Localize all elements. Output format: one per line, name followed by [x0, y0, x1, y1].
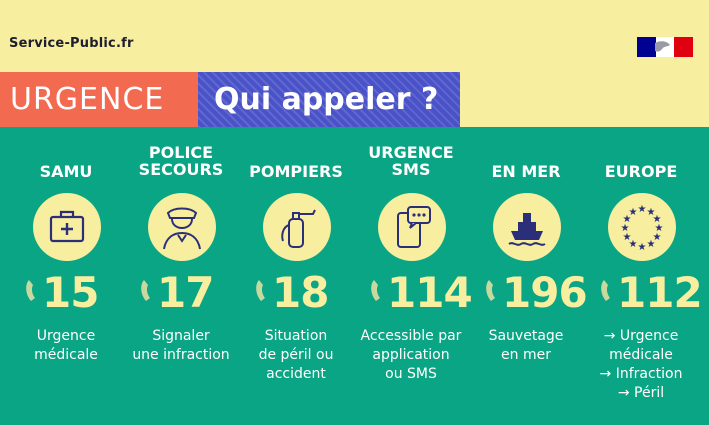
service-title: POLICE SECOURS: [138, 143, 224, 179]
question-banner: Qui appeler ?: [198, 72, 460, 127]
service-description: Signaler une infraction: [132, 328, 230, 363]
header-area: Service-Public.fr URGENCE Qui appeler ?: [0, 0, 709, 127]
urgence-banner: URGENCE: [0, 72, 198, 127]
service-number: 18: [272, 268, 329, 317]
service-number: 17: [157, 268, 214, 317]
urgence-label: URGENCE: [10, 82, 165, 117]
service-number: 196: [502, 268, 588, 317]
service-sms: URGENCE SMS 114 Accessible par applicati…: [354, 127, 473, 425]
phone-icon: [256, 280, 265, 301]
sms-circle: [378, 193, 446, 261]
police-officer-icon: [163, 207, 201, 250]
service-mer: EN MER 196 Sauvetage en mer: [469, 127, 588, 425]
svg-text:★: ★: [647, 207, 656, 218]
service-number: 15: [42, 268, 99, 317]
service-description: Urgence médicale: [34, 328, 98, 363]
service-description: Situation de péril ou accident: [258, 328, 334, 382]
marianne-logo-icon: [637, 37, 693, 57]
phone-icon: [26, 280, 35, 301]
brand-name[interactable]: Service-Public.fr: [9, 36, 134, 51]
svg-text:★: ★: [653, 232, 662, 243]
service-samu: SAMU 15 Urgence médicale: [9, 127, 123, 425]
medical-kit-icon: [49, 210, 85, 243]
svg-text:★: ★: [638, 242, 647, 253]
phone-icon: [141, 280, 150, 301]
service-description: → Urgence médicale → Infraction → Péril: [599, 328, 683, 401]
service-number: 114: [387, 268, 473, 317]
phone-icon: [601, 280, 610, 301]
service-description: Accessible par application ou SMS: [360, 328, 462, 382]
svg-text:★: ★: [647, 239, 656, 250]
service-number: 112: [617, 268, 703, 317]
service-title: SAMU: [39, 162, 93, 181]
svg-text:★: ★: [655, 223, 664, 234]
eu-stars-icon: ★ ★ ★ ★ ★ ★ ★ ★ ★ ★ ★ ★: [621, 204, 664, 253]
svg-text:★: ★: [638, 204, 647, 215]
phone-icon: [371, 280, 380, 301]
pompiers-circle: [263, 193, 331, 261]
fire-extinguisher-icon: [281, 209, 316, 248]
svg-text:★: ★: [621, 223, 630, 234]
service-title: URGENCE SMS: [368, 143, 454, 179]
service-description: Sauvetage en mer: [488, 328, 564, 363]
svg-text:★: ★: [623, 232, 632, 243]
europe-circle: ★ ★ ★ ★ ★ ★ ★ ★ ★ ★ ★ ★: [608, 193, 676, 261]
service-title: EUROPE: [604, 162, 678, 181]
svg-text:★: ★: [629, 239, 638, 250]
question-label: Qui appeler ?: [214, 82, 439, 117]
sms-phone-icon: [397, 206, 431, 248]
service-title: EN MER: [491, 162, 561, 181]
ship-icon: [508, 213, 546, 246]
svg-text:★: ★: [653, 214, 662, 225]
samu-circle: [33, 193, 101, 261]
police-circle: [148, 193, 216, 261]
svg-text:★: ★: [623, 214, 632, 225]
service-police: POLICE SECOURS 17 Signaler une infractio…: [124, 127, 238, 425]
mer-circle: [493, 193, 561, 261]
service-europe: EUROPE ★ ★ ★ ★ ★ ★ ★ ★ ★ ★ ★ ★ 112 → Urg…: [584, 127, 703, 425]
service-title: POMPIERS: [249, 162, 343, 181]
phone-icon: [486, 280, 495, 301]
service-pompiers: POMPIERS 18 Situation de péril ou accide…: [239, 127, 353, 425]
services-panel: [0, 127, 709, 425]
svg-text:★: ★: [629, 207, 638, 218]
